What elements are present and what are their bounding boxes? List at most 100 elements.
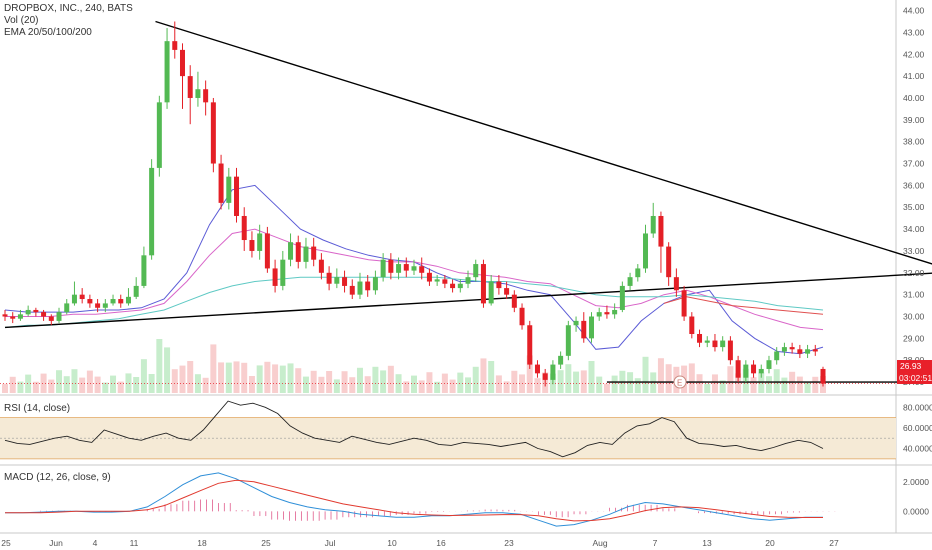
candle-body	[33, 309, 39, 313]
candle-body	[311, 246, 317, 260]
candle-body	[573, 320, 579, 326]
candle-body	[504, 288, 510, 295]
volume-bar	[719, 380, 726, 393]
last-price-tag: 26.93	[900, 361, 922, 371]
volume-bar	[781, 377, 788, 393]
candle-body	[288, 242, 294, 260]
time-tick-label: 10	[387, 538, 397, 548]
ema-legend: EMA 20/50/100/200	[4, 27, 92, 38]
candle-body	[812, 349, 818, 352]
volume-bar	[773, 369, 780, 393]
volume-bar	[241, 362, 248, 393]
earnings-marker-icon[interactable]	[673, 375, 687, 389]
candle-body	[110, 299, 116, 304]
volume-bar	[86, 370, 93, 393]
volume-bar	[349, 377, 356, 393]
volume-bar	[642, 356, 649, 393]
candle-body	[87, 299, 93, 304]
time-axis: 25 Jun 4 11 18 25 Jul 10 16 23 Aug 7 13 20 27	[1, 538, 839, 548]
timer-tag-bg	[897, 372, 932, 384]
candle-body	[751, 364, 757, 374]
time-tick-label: 4	[93, 538, 98, 548]
volume-bar	[341, 371, 348, 393]
volume-bar	[179, 365, 186, 393]
time-tick-label: 11	[130, 538, 139, 548]
candle-body	[419, 266, 425, 273]
timer-tag: 03:02:51	[899, 373, 932, 383]
volume-bar	[102, 382, 109, 393]
macd-line	[5, 472, 823, 527]
candle-body	[805, 349, 811, 354]
candle-body	[295, 242, 301, 262]
ema-line	[663, 296, 824, 315]
candle-body	[218, 163, 224, 203]
candle-body	[210, 102, 216, 164]
volume-bar	[326, 371, 333, 393]
candle-body	[619, 285, 625, 310]
candle-body	[658, 215, 664, 247]
volume-bar	[125, 373, 132, 393]
time-tick-label: 27	[829, 538, 839, 548]
candle-body	[534, 364, 540, 374]
volume-bar	[735, 373, 742, 393]
macd-legend: MACD (12, 26, close, 9)	[4, 472, 111, 483]
volume-bar	[511, 370, 518, 393]
volume-bar	[264, 361, 271, 393]
candle-body	[264, 233, 270, 269]
price-tick-label: 34.00	[903, 224, 925, 234]
volume-bar	[117, 381, 124, 393]
volume-bar	[758, 372, 765, 393]
candle-body	[156, 102, 162, 168]
candle-body	[681, 290, 687, 317]
volume-bar	[164, 347, 171, 393]
candle-body	[426, 272, 432, 282]
candle-body	[766, 360, 772, 369]
volume-bar	[32, 381, 39, 393]
candle-body	[318, 259, 324, 273]
candle-body	[388, 259, 394, 273]
time-tick-label: 7	[653, 538, 658, 548]
candle-body	[56, 312, 62, 321]
candle-body	[743, 364, 749, 378]
candle-body	[396, 264, 402, 273]
volume-bar	[812, 376, 819, 393]
candle-body	[10, 316, 16, 319]
volume-bar	[611, 375, 618, 393]
time-tick-label: 23	[504, 538, 514, 548]
volume-bar	[110, 375, 117, 393]
candle-body	[226, 176, 232, 203]
volume-bar	[503, 381, 510, 393]
volume-bar	[573, 371, 580, 393]
volume-bar	[588, 361, 595, 393]
price-tick-label: 31.00	[903, 290, 925, 300]
volume-bar	[302, 376, 309, 393]
candle-body	[79, 294, 85, 300]
time-tick-label: 20	[765, 538, 775, 548]
candle-body	[643, 233, 649, 269]
candle-body	[550, 364, 556, 380]
volume-bar	[318, 376, 325, 393]
ema-line	[5, 228, 824, 331]
rsi-legend: RSI (14, close)	[4, 403, 71, 414]
volume-bar	[480, 358, 487, 393]
candle-body	[349, 285, 355, 295]
candle-body	[118, 299, 124, 304]
candle-body	[457, 283, 463, 289]
candle-body	[48, 316, 54, 321]
price-tick-label: 37.00	[903, 159, 925, 169]
volume-bar	[48, 379, 55, 393]
volume-legend: Vol (20)	[4, 15, 39, 26]
candle-body	[2, 314, 8, 317]
candle-body	[280, 259, 286, 286]
volume-bar	[765, 376, 772, 393]
candle-body	[558, 355, 564, 365]
candle-body	[17, 314, 23, 319]
time-tick-label: 16	[436, 538, 446, 548]
volume-bar	[272, 364, 279, 393]
candle-body	[673, 277, 679, 291]
candle-body	[635, 268, 641, 278]
volume-bar	[356, 367, 363, 393]
price-tags: 26.93 03:02:51 E	[673, 360, 932, 389]
